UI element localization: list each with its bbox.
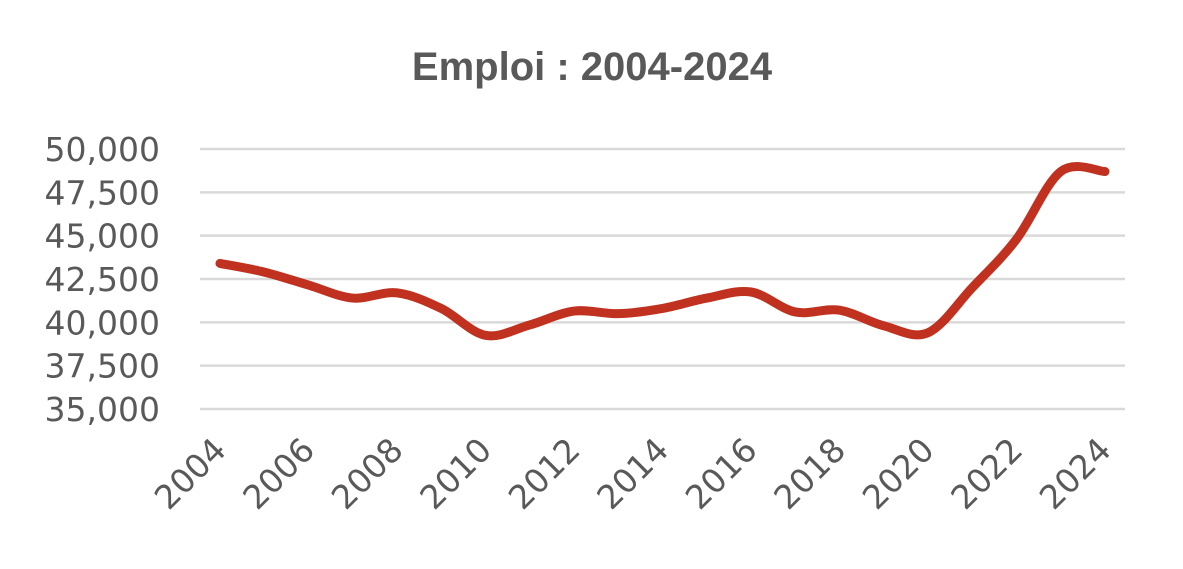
x-tick-label: 2018 — [766, 430, 853, 517]
y-tick-label: 37,500 — [45, 347, 160, 386]
series-line — [215, 162, 1110, 341]
y-tick-label: 50,000 — [45, 130, 160, 169]
y-tick-label: 42,500 — [45, 260, 160, 299]
x-tick-label: 2014 — [589, 430, 676, 517]
x-axis: 2004 2006 2008 2010 2012 2014 2016 2018 2020 2022… — [147, 430, 1119, 517]
gridlines — [200, 147, 1125, 411]
y-tick-label: 45,000 — [45, 217, 160, 256]
chart-title: Emploi : 2004-2024 — [412, 45, 773, 89]
x-tick-label: 2006 — [235, 430, 322, 517]
x-tick-label: 2022 — [943, 430, 1030, 517]
y-tick-label: 35,000 — [45, 390, 160, 429]
x-tick-label: 2004 — [147, 430, 234, 517]
x-tick-label: 2012 — [501, 430, 588, 517]
y-tick-label: 47,500 — [45, 173, 160, 212]
x-tick-label: 2016 — [678, 430, 765, 517]
x-tick-label: 2024 — [1032, 430, 1119, 517]
x-tick-label: 2010 — [412, 430, 499, 517]
x-tick-label: 2020 — [855, 430, 942, 517]
series-layer — [215, 162, 1110, 341]
y-axis: 35,000 37,500 40,000 42,500 45,000 47,500 50,0… — [45, 130, 160, 429]
x-tick-label: 2008 — [324, 430, 411, 517]
y-tick-label: 40,000 — [45, 303, 160, 342]
